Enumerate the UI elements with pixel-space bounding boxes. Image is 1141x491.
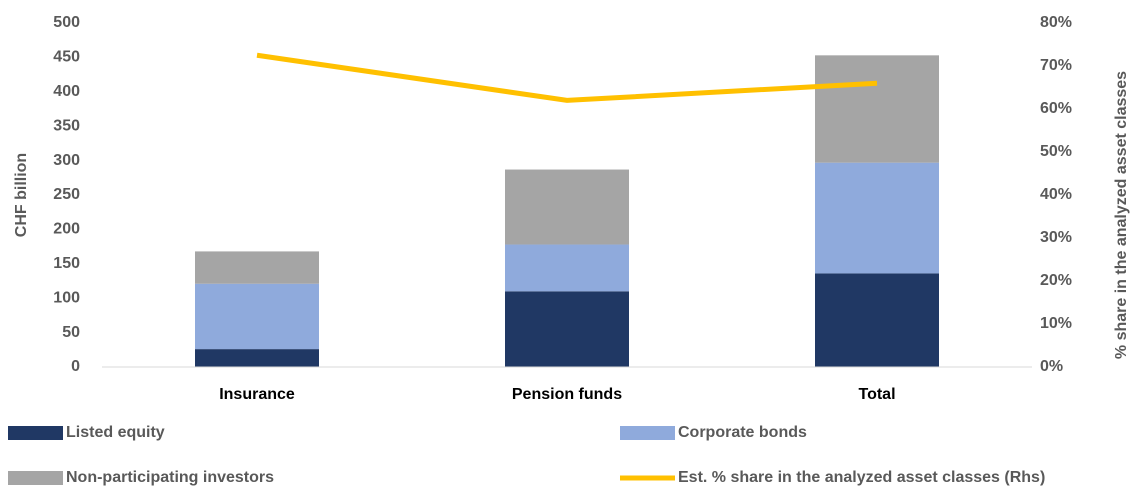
bar [505,169,629,245]
legend-label: Non-participating investors [66,469,274,486]
y2-tick-label: 20% [1040,272,1072,289]
y-tick-label: 300 [53,152,80,169]
y-tick-label: 450 [53,49,80,66]
y-tick-label: 50 [62,324,80,341]
y2-axis-label: % share in the analyzed asset classes [1113,71,1130,359]
y-tick-label: 500 [53,14,80,31]
y2-tick-label: 80% [1040,14,1072,31]
y-tick-label: 200 [53,221,80,238]
x-tick-label: Total [858,386,895,403]
bar [505,244,629,292]
legend-swatch [8,471,63,485]
legend-label: Listed equity [66,424,165,441]
y2-tick-label: 40% [1040,186,1072,203]
bar [195,283,319,350]
y2-tick-label: 10% [1040,315,1072,332]
y-tick-label: 400 [53,83,80,100]
y-tick-label: 150 [53,255,80,272]
y2-tick-label: 70% [1040,57,1072,74]
bar [815,55,939,163]
bar [815,273,939,367]
bar [815,162,939,274]
bar [195,251,319,284]
y-tick-label: 250 [53,186,80,203]
y-tick-label: 0 [71,358,80,375]
legend-swatch [8,426,63,440]
legend-swatch [620,426,675,440]
line [256,52,878,103]
y-tick-label: 350 [53,117,80,134]
bar [195,349,319,367]
y-axis-label: CHF billion [13,153,30,237]
legend-label: Est. % share in the analyzed asset class… [678,469,1045,486]
y2-tick-label: 0% [1040,358,1063,375]
legend-label: Corporate bonds [678,424,807,441]
y-tick-label: 100 [53,289,80,306]
x-tick-label: Insurance [219,386,295,403]
bar [505,291,629,367]
y2-tick-label: 60% [1040,100,1072,117]
x-tick-label: Pension funds [512,386,622,403]
y2-tick-label: 50% [1040,143,1072,160]
y2-tick-label: 30% [1040,229,1072,246]
